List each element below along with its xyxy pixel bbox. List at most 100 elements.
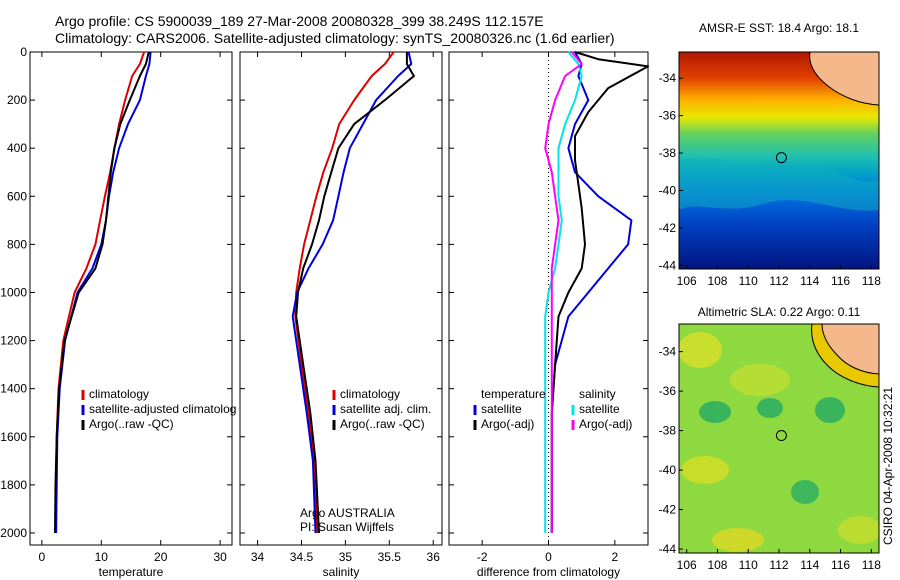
map-y-tick-label: -38 [659, 146, 677, 160]
profile-title: Argo profile: CS 5900039_189 27-Mar-2008… [55, 13, 544, 29]
temperature-panel: 0 10 20 30 0 200 400 600 800 1000 1200 1400 1600 1800… [0, 45, 236, 579]
map-y-tick-label: -40 [659, 183, 677, 197]
x-tick-label: 10 [95, 550, 109, 564]
x-tick-label: 35.5 [378, 550, 402, 564]
x-tick-label: 0 [545, 550, 552, 564]
map-x-tick-label: 116 [831, 274, 850, 288]
map-x-tick-label: 112 [769, 274, 788, 288]
map-x-tick-label: 118 [862, 274, 881, 288]
salinity-series-line [295, 52, 415, 534]
map-x-tick-label: 108 [707, 274, 727, 288]
map-y-tick-label: -38 [659, 424, 677, 438]
x-tick-label: 34 [251, 550, 265, 564]
y-tick-label: 2000 [0, 526, 27, 540]
sla-blob [757, 398, 783, 418]
sla-map-title: Altimetric SLA: 0.22 Argo: 0.11 [698, 305, 861, 319]
difference-x-axis-label: difference from climatology [477, 565, 620, 579]
salinity-series-line [291, 51, 413, 534]
sla-blob [815, 397, 845, 423]
temperature-series-line [55, 51, 152, 534]
y-tick-label: 600 [7, 189, 27, 203]
map-y-tick-label: -34 [659, 345, 677, 359]
pi-credit: PI: Susan Wijffels [300, 520, 394, 534]
legend-label: climatology [340, 387, 400, 401]
legend-label: Argo(-adj) [481, 417, 534, 431]
legend-label: Argo(..raw -QC) [89, 417, 174, 431]
sla-float-marker [775, 430, 787, 442]
map-x-tick-label: 106 [677, 274, 697, 288]
y-tick-label: 1400 [0, 382, 27, 396]
sst-map-title: AMSR-E SST: 18.4 Argo: 18.1 [699, 21, 859, 35]
legend-label: climatology [89, 387, 149, 401]
sla-blob [679, 332, 722, 368]
legend-label: satellite [579, 402, 620, 416]
map-y-tick-label: -40 [659, 463, 677, 477]
temperature-series-line [54, 51, 150, 534]
map-x-tick-label: 110 [739, 274, 758, 288]
legend-label: satellite-adjusted climatolog [89, 402, 236, 416]
sla-blob [730, 364, 790, 396]
sla-blob [699, 401, 731, 423]
sla-land-australia [821, 324, 879, 375]
map-y-tick-label: -36 [659, 384, 677, 398]
map-x-tick-label: 114 [800, 558, 819, 572]
sla-blob [791, 480, 819, 504]
salinity-series-line [294, 51, 395, 534]
map-y-tick-label: -42 [659, 221, 677, 235]
map-x-tick-label: 110 [739, 558, 758, 572]
x-tick-label: 36 [427, 550, 441, 564]
sst-front [679, 157, 879, 211]
y-tick-label: 1000 [0, 285, 27, 299]
sla-blob [712, 528, 764, 552]
map-y-tick-label: -44 [659, 258, 677, 272]
map-x-tick-label: 108 [707, 558, 727, 572]
map-x-tick-label: 114 [800, 274, 819, 288]
difference-series-line [544, 51, 583, 533]
y-tick-label: 800 [7, 237, 27, 251]
salinity-x-axis-label: salinity [323, 565, 360, 579]
legend-label: satellite [481, 402, 522, 416]
map-y-tick-label: -34 [659, 71, 677, 85]
legend-label: Argo(-adj) [579, 417, 632, 431]
map-y-tick-label: -44 [659, 542, 677, 556]
sst-map: AMSR-E SST: 18.4 Argo: 18.1 106 108 110 112… [659, 21, 882, 288]
x-tick-label: -2 [477, 550, 488, 564]
y-tick-label: 1600 [0, 430, 27, 444]
salinity-panel: 34 34.5 35 35.5 36 salinity climatologysatelli… [239, 51, 443, 579]
x-tick-label: 30 [213, 550, 227, 564]
y-tick-label: 400 [7, 141, 27, 155]
temperature-series-line [55, 51, 146, 533]
sst-float-marker [775, 152, 787, 164]
salinity-plot-frame [239, 51, 443, 546]
x-tick-label: 34.5 [290, 550, 314, 564]
map-x-tick-label: 112 [769, 558, 788, 572]
y-tick-label: 1800 [0, 478, 27, 492]
climatology-subtitle: Climatology: CARS2006. Satellite-adjuste… [55, 30, 615, 46]
sla-blob [681, 456, 729, 484]
legend-label: satellite adj. clim. [340, 402, 431, 416]
sla-map: Altimetric SLA: 0.22 Argo: 0.11 106 108 11… [659, 305, 882, 572]
x-tick-label: 0 [39, 550, 46, 564]
x-tick-label: 2 [611, 550, 618, 564]
map-x-tick-label: 116 [831, 558, 850, 572]
temperature-plot-frame [29, 51, 233, 546]
difference-series-line [550, 51, 649, 533]
difference-series-line [550, 51, 633, 533]
difference-series-line [544, 51, 583, 533]
x-tick-label: 35 [339, 550, 353, 564]
x-tick-label: 20 [154, 550, 168, 564]
csiro-stamp: CSIRO 04-Apr-2008 10:32:21 [881, 387, 895, 545]
map-y-tick-label: -42 [659, 503, 677, 517]
sst-land-australia [809, 52, 879, 106]
map-x-tick-label: 106 [677, 558, 697, 572]
map-x-tick-label: 118 [862, 558, 881, 572]
temperature-x-axis-label: temperature [99, 565, 164, 579]
y-tick-label: 0 [20, 45, 27, 59]
legend-header: temperature [481, 387, 546, 401]
legend-label: Argo(..raw -QC) [340, 417, 425, 431]
map-y-tick-label: -36 [659, 109, 677, 123]
sla-blob [838, 516, 879, 544]
legend-header: salinity [579, 387, 616, 401]
